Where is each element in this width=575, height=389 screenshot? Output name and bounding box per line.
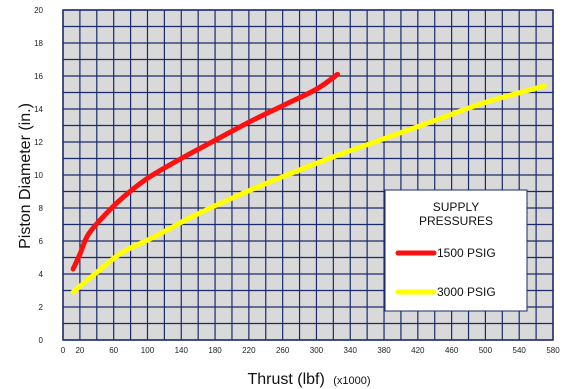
legend-title-line2: PRESSURES bbox=[419, 214, 493, 228]
series-lines bbox=[70, 71, 548, 295]
x-tick-label: 420 bbox=[411, 346, 425, 355]
y-tick-label: 20 bbox=[34, 6, 43, 15]
legend-title-line1: SUPPLY bbox=[433, 200, 479, 214]
x-tick-label: 460 bbox=[445, 346, 459, 355]
x-tick-label: 180 bbox=[208, 346, 222, 355]
y-tick-label: 2 bbox=[39, 303, 44, 312]
x-axis-label-group: Thrust (lbf) (x1000) bbox=[247, 371, 370, 388]
x-tick-label: 60 bbox=[109, 346, 118, 355]
x-axis-unit: (x1000) bbox=[333, 375, 370, 387]
x-tick-label: 340 bbox=[344, 346, 358, 355]
x-tick-labels: 0 20 60 100 140 180 220 260 300 340 380 420 460 500 54… bbox=[61, 346, 560, 355]
y-tick-label: 0 bbox=[39, 336, 44, 345]
y-tick-label: 8 bbox=[39, 204, 44, 213]
x-tick-label: 580 bbox=[546, 346, 560, 355]
x-tick-label: 140 bbox=[175, 346, 189, 355]
legend-label-3000-psig: 3000 PSIG bbox=[437, 285, 496, 299]
legend-label-1500-psig: 1500 PSIG bbox=[437, 246, 496, 260]
y-tick-label: 14 bbox=[34, 105, 43, 114]
x-tick-label: 20 bbox=[75, 346, 84, 355]
y-tick-label: 18 bbox=[34, 39, 43, 48]
y-tick-label: 12 bbox=[34, 138, 43, 147]
x-tick-label: 220 bbox=[242, 346, 256, 355]
x-tick-label: 500 bbox=[479, 346, 493, 355]
x-axis-label: Thrust (lbf) bbox=[247, 371, 324, 388]
y-tick-label: 6 bbox=[39, 237, 44, 246]
legend: SUPPLY PRESSURES 1500 PSIG 3000 PSIG bbox=[384, 189, 528, 312]
y-axis-label: Piston Diameter (in.) bbox=[17, 103, 34, 249]
x-tick-label: 380 bbox=[377, 346, 391, 355]
series-line-3000-psig bbox=[70, 83, 548, 295]
y-tick-labels: 0 2 4 6 8 10 12 14 16 18 20 bbox=[34, 6, 43, 345]
series-line-1500-psig bbox=[70, 71, 341, 272]
y-tick-label: 16 bbox=[34, 72, 43, 81]
x-tick-label: 0 bbox=[61, 346, 66, 355]
x-tick-label: 100 bbox=[141, 346, 155, 355]
x-tick-label: 300 bbox=[310, 346, 324, 355]
plot-border bbox=[62, 9, 554, 341]
y-tick-label: 4 bbox=[39, 270, 44, 279]
x-tick-label: 540 bbox=[513, 346, 527, 355]
x-tick-label: 260 bbox=[276, 346, 290, 355]
y-tick-label: 10 bbox=[34, 171, 43, 180]
